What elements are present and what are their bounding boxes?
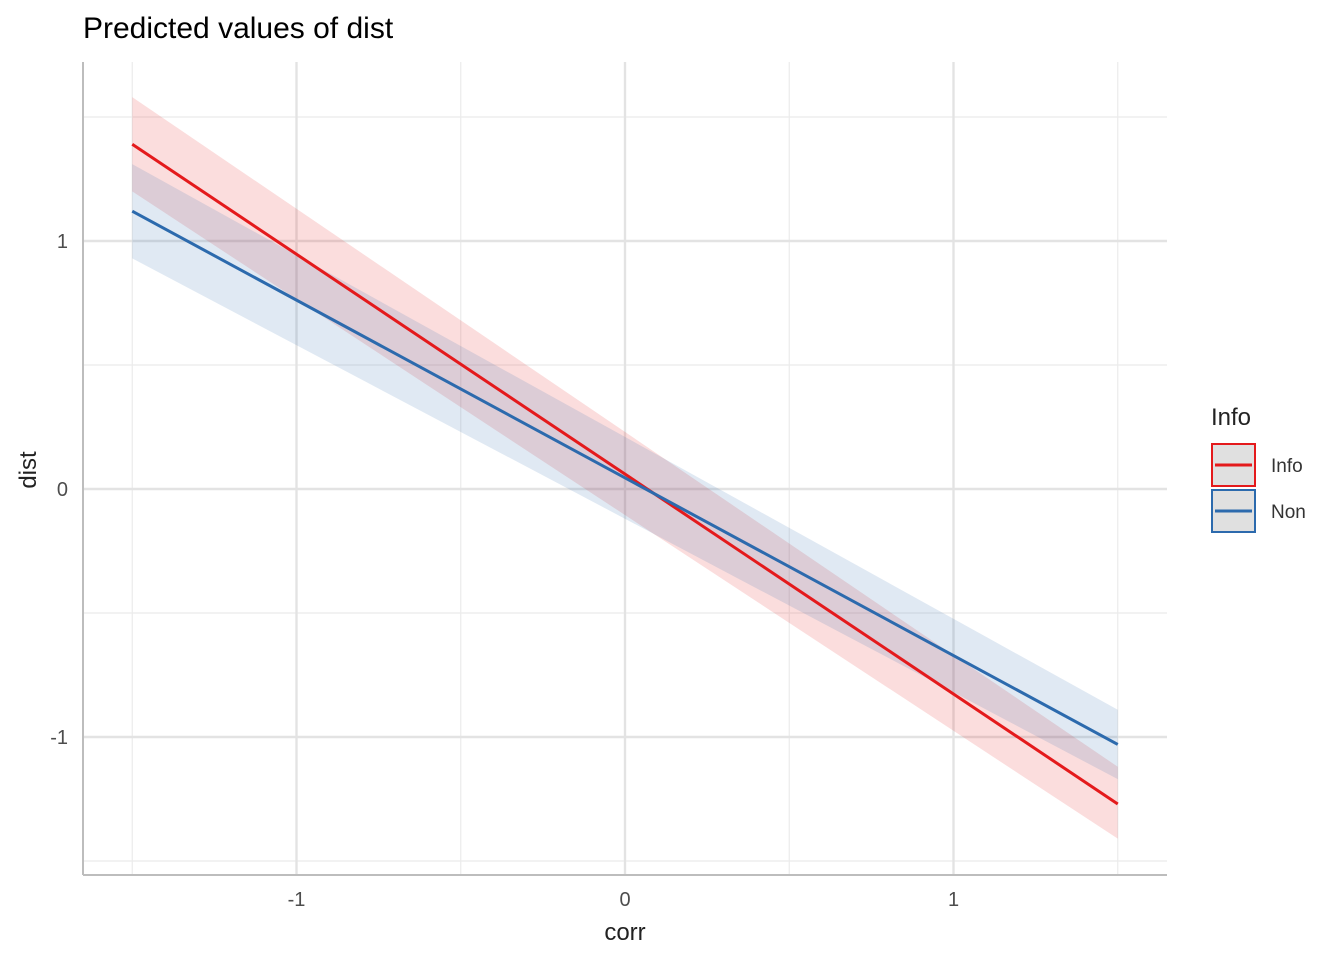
y-tick-label: 0 (57, 479, 68, 501)
legend-title: Info (1211, 404, 1251, 431)
x-tick-label: -1 (288, 889, 306, 911)
confidence-bands (132, 97, 1118, 839)
ci-band-info (132, 97, 1118, 839)
chart-title: Predicted values of dist (83, 12, 394, 45)
tick-labels: -1 0 1 -1 0 1 (50, 231, 959, 911)
ci-band-non (132, 164, 1118, 780)
x-axis-title: corr (604, 919, 645, 946)
line-info (131, 143, 1119, 806)
series-lines (131, 143, 1119, 806)
y-tick-label: 1 (57, 231, 68, 253)
x-tick-label: 0 (619, 889, 630, 911)
y-axis-title: dist (15, 451, 42, 489)
legend-label-non: Non (1271, 502, 1306, 523)
legend: Info Info Non (1211, 404, 1306, 533)
axes (82, 62, 1167, 876)
legend-label-info: Info (1271, 456, 1303, 477)
y-tick-label: -1 (50, 727, 68, 749)
grid (83, 62, 1167, 875)
x-tick-label: 1 (948, 889, 959, 911)
line-non (131, 209, 1119, 746)
